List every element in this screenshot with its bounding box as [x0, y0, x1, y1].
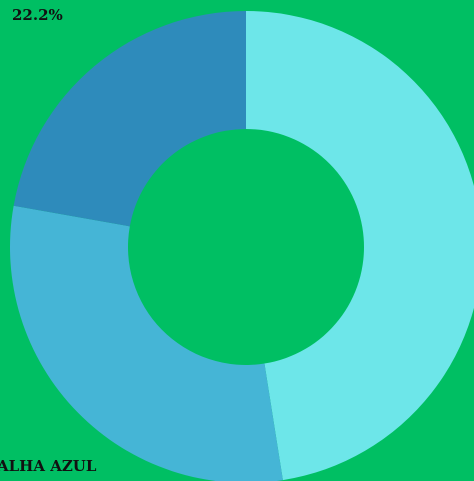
category-label: ALHA AZUL [0, 457, 97, 475]
slices [10, 11, 474, 481]
donut-slice [13, 11, 246, 227]
donut-slice [10, 205, 283, 481]
donut-slice [246, 11, 474, 481]
value-label: 22.2% [12, 6, 63, 24]
